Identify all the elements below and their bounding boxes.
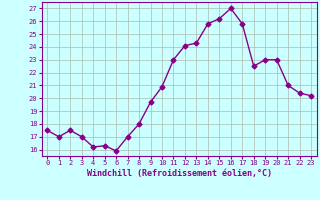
X-axis label: Windchill (Refroidissement éolien,°C): Windchill (Refroidissement éolien,°C) [87, 169, 272, 178]
